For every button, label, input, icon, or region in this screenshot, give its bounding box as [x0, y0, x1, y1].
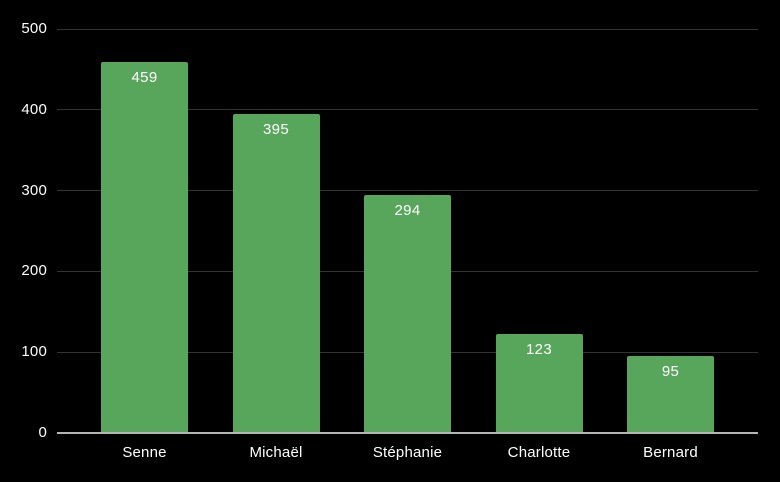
- bar-band: 395: [210, 29, 342, 433]
- gridline: [57, 190, 758, 192]
- y-tick-label: 200: [21, 262, 47, 280]
- category-label: Senne: [122, 444, 167, 461]
- x-axis-labels: Senne Michaël Stéphanie Charlotte Bernard: [57, 444, 758, 462]
- bar-value-label: 95: [661, 363, 680, 381]
- y-tick-label: 100: [21, 343, 47, 361]
- y-tick-label: 500: [21, 20, 47, 37]
- bar-value-label: 459: [131, 69, 158, 87]
- bar: 294: [364, 195, 451, 433]
- y-tick-label: 0: [38, 424, 47, 441]
- bar: 459: [101, 62, 188, 433]
- category-label: Michaël: [249, 444, 303, 461]
- bar-value-label: 294: [394, 202, 421, 220]
- bar-band: 459: [79, 29, 211, 433]
- y-tick-label: 300: [21, 181, 47, 199]
- bar-band: 123: [473, 29, 605, 433]
- bar-band: 95: [605, 29, 737, 433]
- bar: 95: [627, 356, 714, 433]
- x-axis-line: [57, 432, 758, 434]
- bar: 123: [495, 333, 583, 433]
- plot-area: 459 395 294 123 95: [57, 28, 758, 434]
- category-label: Charlotte: [507, 444, 571, 461]
- y-tick-label: 400: [21, 100, 47, 118]
- bar-value-label: 123: [526, 340, 552, 358]
- bars-row: 459 395 294 123 95: [57, 29, 758, 433]
- category-label: Stéphanie: [372, 444, 443, 461]
- bar-value-label: 395: [263, 120, 289, 138]
- gridline: [57, 28, 758, 30]
- category-label: Bernard: [643, 444, 698, 461]
- gridline: [57, 109, 758, 111]
- bar-band: 294: [342, 29, 474, 433]
- bar: 395: [232, 113, 320, 433]
